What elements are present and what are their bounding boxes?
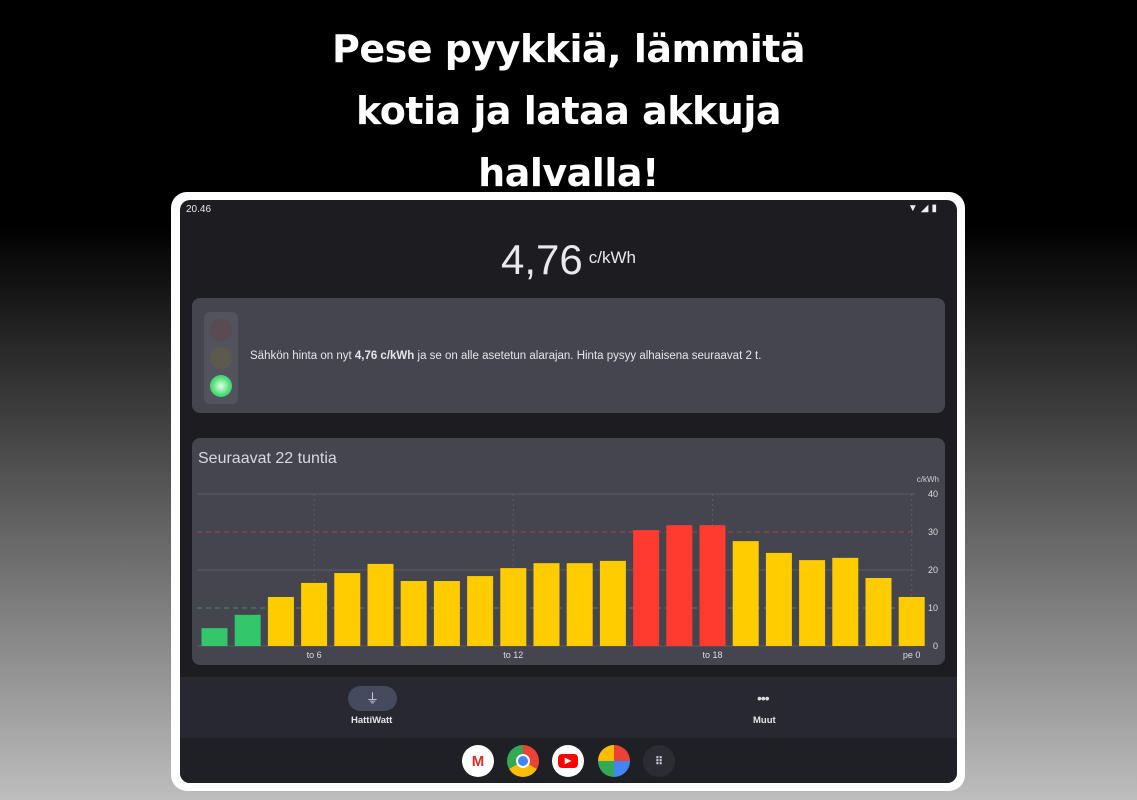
- msg-text: Sähkön hinta on nyt: [250, 350, 355, 362]
- bar: [666, 525, 693, 646]
- nav-label-muut[interactable]: Muut: [753, 715, 776, 726]
- price-unit: c/kWh: [588, 248, 636, 267]
- plug-icon: ⏚: [365, 691, 379, 706]
- bar: [467, 576, 494, 646]
- nav-item-hattiwatt[interactable]: ⏚: [348, 686, 397, 711]
- bar: [234, 614, 261, 646]
- bar: [201, 628, 228, 646]
- yellow-light: [210, 347, 232, 369]
- y-axis-unit: c/kWh: [917, 475, 939, 484]
- x-tick-label: pe 0: [903, 650, 921, 660]
- y-tick-label: 0: [933, 641, 938, 651]
- status-time: 20.46: [186, 204, 212, 215]
- msg-price: 4,76 c/kWh: [354, 350, 415, 362]
- bar: [832, 557, 859, 646]
- headline-line: Pese pyykkiä, lämmitä: [331, 27, 806, 71]
- msg-text: ja se on alle asetetun alarajan. Hinta p…: [414, 350, 762, 362]
- wifi-icon: ▼: [907, 203, 918, 214]
- x-tick-label: to 18: [702, 650, 722, 660]
- youtube-icon[interactable]: ▶: [552, 745, 584, 777]
- bar: [267, 596, 294, 646]
- bar: [633, 530, 660, 646]
- green-light: [210, 375, 232, 397]
- bar: [301, 582, 328, 646]
- photos-icon[interactable]: [598, 745, 630, 777]
- bar: [400, 581, 427, 646]
- signal-icon: ◢: [920, 203, 929, 214]
- bar: [799, 560, 826, 646]
- traffic-light: [204, 312, 238, 404]
- current-price: 4,76 c/kWh: [180, 236, 957, 284]
- promo-headline: Pese pyykkiä, lämmitä kotia ja lataa akk…: [0, 18, 1137, 204]
- nav-label-hattiwatt: HattiWatt: [351, 715, 393, 726]
- bar: [732, 541, 759, 646]
- gmail-icon[interactable]: M: [462, 745, 494, 777]
- y-tick-label: 40: [928, 489, 938, 499]
- bar: [765, 552, 792, 646]
- bar: [367, 563, 394, 646]
- y-tick-label: 30: [928, 527, 938, 537]
- price-chart: 0 10 20 30 40 c/kWh to 6 to 12 to 18 pe 0: [197, 475, 939, 660]
- headline-line: halvalla!: [478, 151, 659, 195]
- bar: [566, 563, 593, 646]
- bar: [433, 581, 460, 646]
- price-value: 4,76: [501, 236, 583, 283]
- x-tick-label: to 12: [503, 650, 523, 660]
- chrome-icon[interactable]: [507, 745, 539, 777]
- battery-icon: ▮: [931, 203, 937, 214]
- headline-line: kotia ja lataa akkuja: [355, 89, 782, 133]
- status-card: [192, 298, 945, 413]
- price-message: Sähkön hinta on nyt 4,76 c/kWh ja se on …: [250, 350, 761, 362]
- more-icon[interactable]: •••: [757, 690, 770, 706]
- app-screen: 20.46 ▼ ◢ ▮ 4,76 c/kWh Sähkön hinta on nyt …: [180, 200, 957, 783]
- y-tick-label: 10: [928, 603, 938, 613]
- app-drawer-icon[interactable]: ⠿: [643, 745, 675, 777]
- bar: [533, 563, 560, 646]
- bar: [599, 560, 626, 646]
- red-light: [210, 319, 232, 341]
- bottom-nav: [180, 677, 957, 738]
- chart-title: Seuraavat 22 tuntia: [198, 450, 337, 467]
- bar: [334, 573, 361, 646]
- bar: [865, 577, 892, 646]
- bar: [699, 525, 726, 646]
- bar: [898, 596, 925, 646]
- bar: [500, 568, 527, 646]
- status-icons: ▼ ◢ ▮: [908, 203, 937, 214]
- y-tick-label: 20: [928, 565, 938, 575]
- x-tick-label: to 6: [307, 650, 322, 660]
